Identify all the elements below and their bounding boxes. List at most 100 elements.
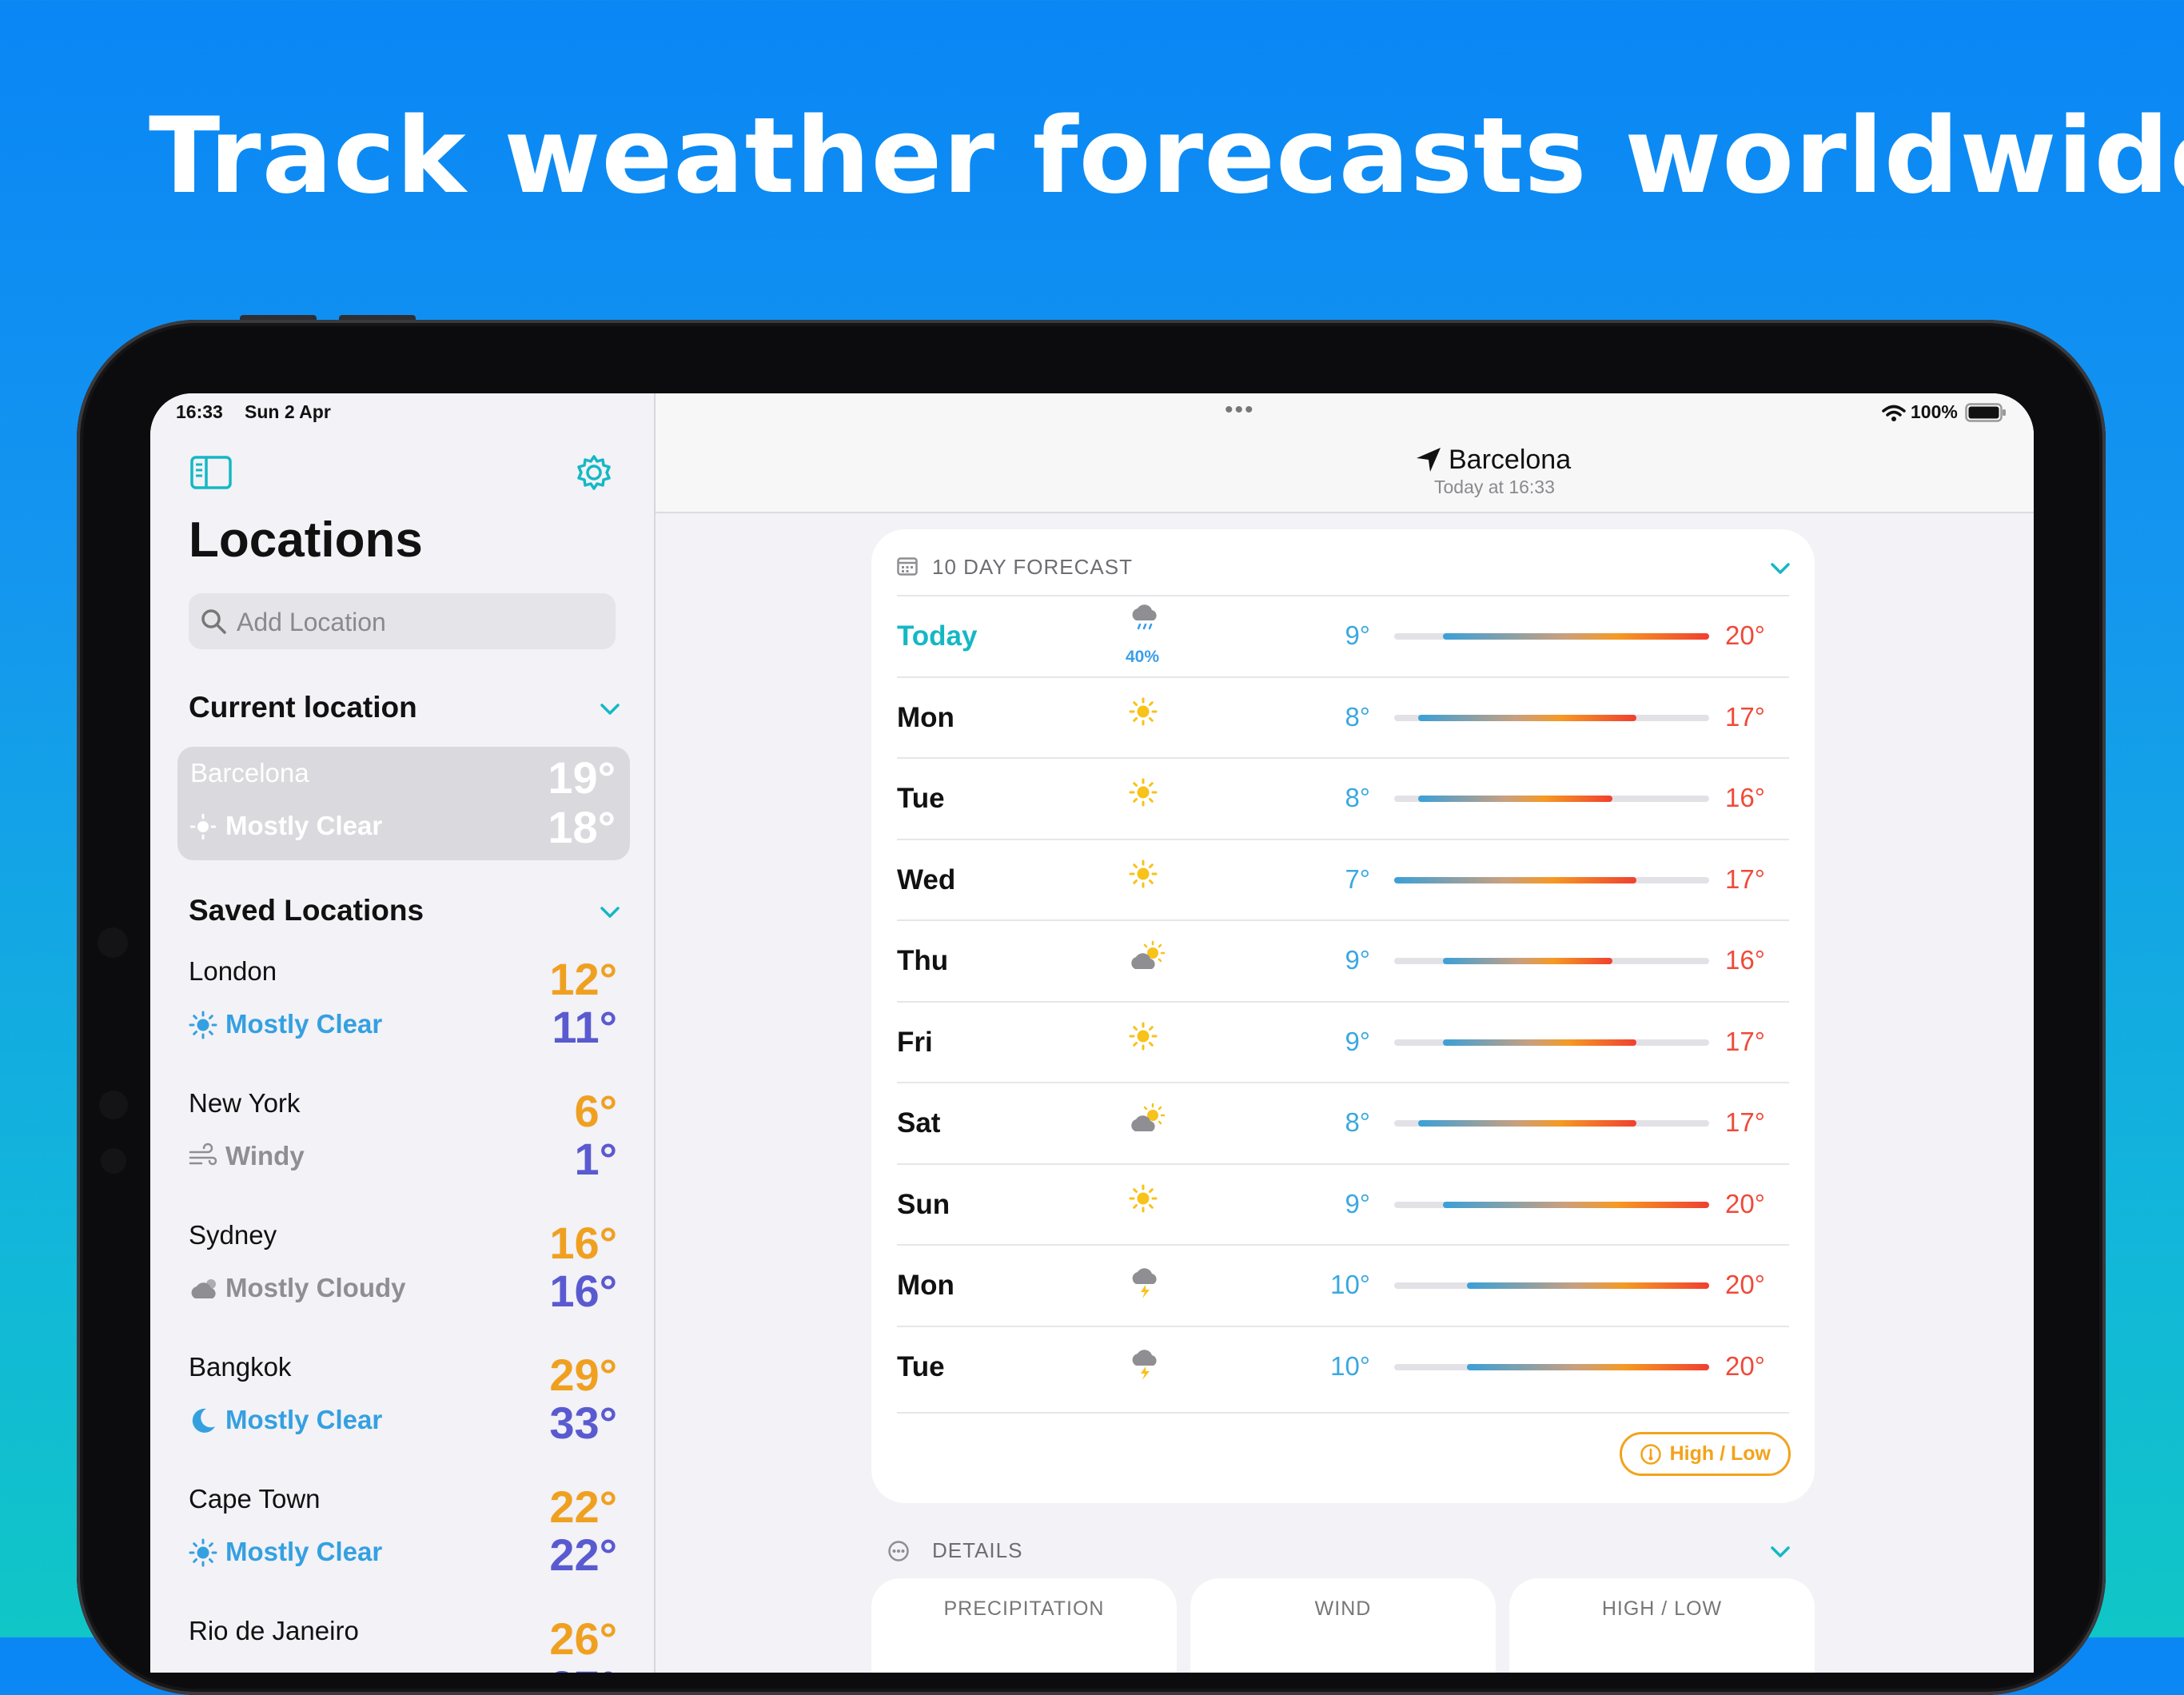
forecast-day: Tue [897, 783, 945, 814]
sidebar: 16:33 Sun 2 Apr Locations Add Location C… [150, 393, 656, 1673]
location-condition: Mostly Cloudy [225, 1669, 406, 1673]
high-low-tile[interactable]: HIGH / LOW [1509, 1578, 1815, 1673]
settings-gear-icon[interactable] [576, 454, 612, 491]
sun-icon [189, 1538, 217, 1571]
headline: Track weather forecasts worldwide. [149, 94, 2184, 217]
precipitation-tile[interactable]: PRECIPITATION [871, 1578, 1177, 1673]
forecast-low: 7° [1345, 863, 1370, 894]
location-name: Bangkok [189, 1352, 292, 1382]
partly-cloudy-icon [1129, 940, 1167, 976]
forecast-low: 10° [1330, 1350, 1370, 1381]
forecast-high: 17° [1725, 701, 1765, 732]
high-temp: 22° [549, 1482, 617, 1532]
tile-label: PRECIPITATION [943, 1597, 1105, 1620]
details-ellipsis-icon [888, 1541, 909, 1561]
forecast-low: 9° [1345, 1188, 1370, 1218]
low-temp: 27° [549, 1661, 617, 1673]
temp-range-bar [1394, 1282, 1709, 1289]
forecast-day: Mon [897, 1270, 955, 1301]
temp-range-bar [1394, 876, 1709, 883]
chevron-down-icon[interactable] [600, 702, 620, 716]
nav-bar: ••• 100% Barcelona Today at 16:33 [656, 393, 2034, 513]
forecast-row[interactable]: Mon 8° 17° [897, 676, 1789, 758]
main-panel: ••• 100% Barcelona Today at 16:33 [656, 393, 2034, 1673]
sun-icon [1129, 859, 1158, 892]
location-name: Rio de Janeiro [189, 1616, 359, 1645]
forecast-row[interactable]: Sun 9° 20° [897, 1163, 1789, 1245]
location-condition: Windy [225, 1141, 305, 1171]
forecast-high: 20° [1725, 620, 1765, 650]
wind-tile[interactable]: WIND [1190, 1578, 1496, 1673]
forecast-card: 10 DAY FORECAST Today 40% 9° 20° Mon 8° 17° Tue… [871, 529, 1815, 1503]
high-temp: 16° [549, 1218, 617, 1268]
forecast-low: 9° [1345, 945, 1370, 975]
status-time: 16:33 [176, 401, 223, 422]
cloud-icon [189, 1670, 221, 1673]
page-title: Locations [189, 512, 423, 568]
battery-percentage: 100% [1911, 401, 1958, 422]
high-temp: 26° [549, 1613, 617, 1664]
high-low-toggle-button[interactable]: High / Low [1619, 1432, 1791, 1476]
forecast-day: Tue [897, 1350, 945, 1382]
sun-icon [1129, 1022, 1158, 1055]
partly-cloudy-icon [1129, 1103, 1167, 1139]
high-temp: 29° [549, 1350, 617, 1400]
forecast-row[interactable]: Mon 10° 20° [897, 1244, 1789, 1326]
forecast-high: 17° [1725, 863, 1765, 894]
saved-location-item[interactable]: New York Windy 6° 1° [189, 1085, 620, 1197]
current-location-heading: Current location [189, 691, 417, 724]
rain-icon [1129, 603, 1161, 639]
forecast-title: 10 DAY FORECAST [932, 555, 1133, 579]
status-date: Sun 2 Apr [245, 401, 331, 422]
battery-icon [1965, 403, 2006, 422]
forecast-low: 8° [1345, 783, 1370, 812]
location-arrow-icon [1417, 448, 1441, 472]
volume-up-button [240, 315, 317, 323]
temp-range-fill [1418, 796, 1612, 802]
saved-location-item[interactable]: London Mostly Clear 12° 11° [189, 953, 620, 1065]
current-location-card[interactable]: Barcelona Mostly Clear 19° 18° [177, 747, 630, 860]
sidebar-toggle-icon[interactable] [190, 456, 232, 489]
sun-icon [1129, 778, 1158, 811]
forecast-high: 16° [1725, 945, 1765, 975]
forecast-row[interactable]: Fri 9° 17° [897, 1000, 1789, 1083]
forecast-row[interactable]: Wed 7° 17° [897, 838, 1789, 920]
forecast-high: 17° [1725, 1026, 1765, 1056]
forecast-row[interactable]: Tue 8° 16° [897, 757, 1789, 839]
temp-range-fill [1442, 633, 1709, 640]
chevron-down-icon[interactable] [600, 905, 620, 919]
current-high-temp: 19° [548, 752, 616, 803]
forecast-row[interactable]: Thu 9° 16° [897, 919, 1789, 1001]
low-temp: 1° [574, 1134, 617, 1184]
wind-icon [189, 1143, 219, 1174]
saved-location-item[interactable]: Bangkok Mostly Clear 29° 33° [189, 1349, 620, 1461]
location-name: New York [189, 1088, 301, 1118]
forecast-day: Sun [897, 1188, 951, 1220]
low-temp: 33° [549, 1398, 617, 1448]
saved-location-item[interactable]: Sydney Mostly Cloudy 16° 16° [189, 1217, 620, 1329]
saved-location-item[interactable]: Cape Town Mostly Clear 22° 22° [189, 1481, 620, 1593]
temp-range-fill [1442, 1201, 1709, 1208]
forecast-row[interactable]: Tue 10° 20° [897, 1325, 1789, 1407]
forecast-day: Wed [897, 863, 956, 895]
forecast-low: 8° [1345, 701, 1370, 732]
search-icon [201, 609, 226, 634]
temp-range-bar [1394, 714, 1709, 721]
add-location-search[interactable]: Add Location [189, 593, 616, 649]
sun-icon [190, 814, 216, 840]
saved-location-item[interactable]: Rio de Janeiro Mostly Cloudy 26°27° [189, 1613, 620, 1673]
temp-range-bar [1394, 958, 1709, 964]
forecast-row[interactable]: Sat 8° 17° [897, 1082, 1789, 1163]
chevron-down-icon[interactable] [1770, 561, 1791, 576]
forecast-high: 20° [1725, 1350, 1765, 1381]
forecast-row[interactable]: Today 40% 9° 20° [897, 595, 1789, 676]
screen: 16:33 Sun 2 Apr Locations Add Location C… [150, 393, 2034, 1673]
wifi-icon [1882, 405, 1906, 421]
forecast-low: 8° [1345, 1107, 1370, 1137]
temp-range-fill [1418, 1120, 1637, 1127]
forecast-day: Today [897, 620, 978, 652]
saved-locations-heading: Saved Locations [189, 894, 424, 927]
temp-range-bar [1394, 1201, 1709, 1208]
multitasking-dots-icon[interactable]: ••• [1225, 397, 1255, 423]
chevron-down-icon[interactable] [1770, 1545, 1791, 1559]
